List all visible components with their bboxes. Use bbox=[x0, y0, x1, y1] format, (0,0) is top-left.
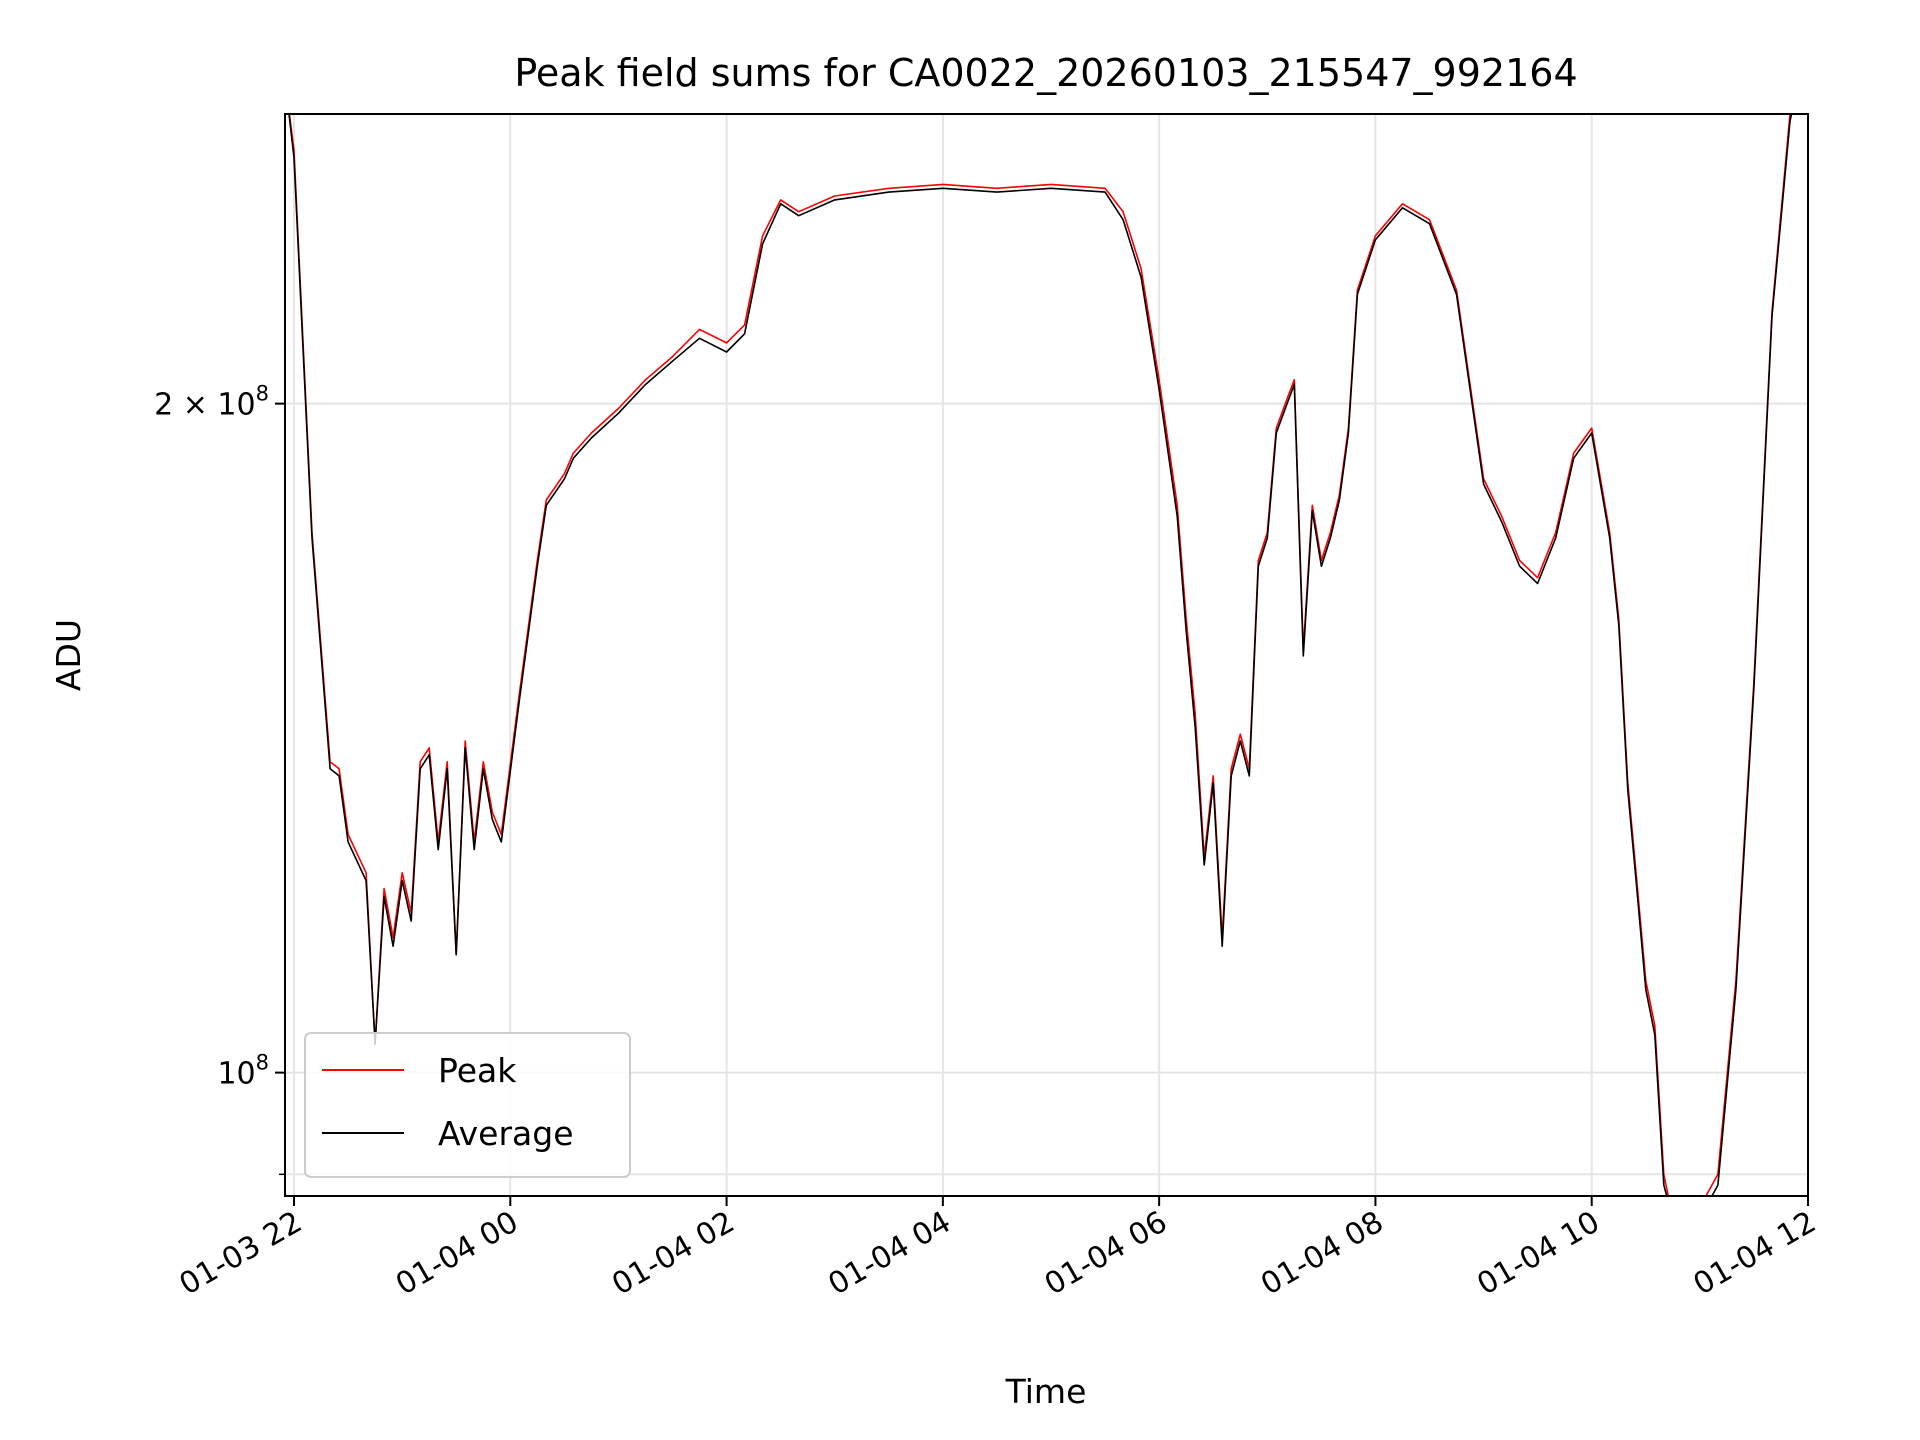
x-tick-label: 01-04 04 bbox=[823, 1205, 957, 1303]
y-tick-label: 108 bbox=[217, 1051, 269, 1092]
plot-frame bbox=[284, 113, 1809, 1197]
legend-peak-label: Peak bbox=[438, 1051, 517, 1090]
y-tick-label: 2 × 108 bbox=[154, 382, 269, 423]
x-tick-label: 01-03 22 bbox=[174, 1205, 308, 1303]
legend-average-label: Average bbox=[438, 1114, 574, 1153]
x-tick-label: 01-04 02 bbox=[606, 1205, 740, 1303]
x-tick-label: 01-04 12 bbox=[1688, 1205, 1822, 1303]
chart-title: Peak field sums for CA0022_20260103_2155… bbox=[514, 51, 1577, 95]
x-tick-label: 01-04 08 bbox=[1255, 1205, 1389, 1303]
x-tick-label: 01-04 00 bbox=[390, 1205, 524, 1303]
x-axis-label: Time bbox=[1005, 1372, 1087, 1411]
series-layer bbox=[288, 114, 1793, 1196]
x-tick-label: 01-04 10 bbox=[1471, 1205, 1605, 1303]
x-tick-label: 01-04 06 bbox=[1039, 1205, 1173, 1303]
y-axis-label: ADU bbox=[49, 619, 88, 691]
legend: Peak Average bbox=[304, 1032, 631, 1178]
series-line-average bbox=[288, 114, 1793, 1196]
